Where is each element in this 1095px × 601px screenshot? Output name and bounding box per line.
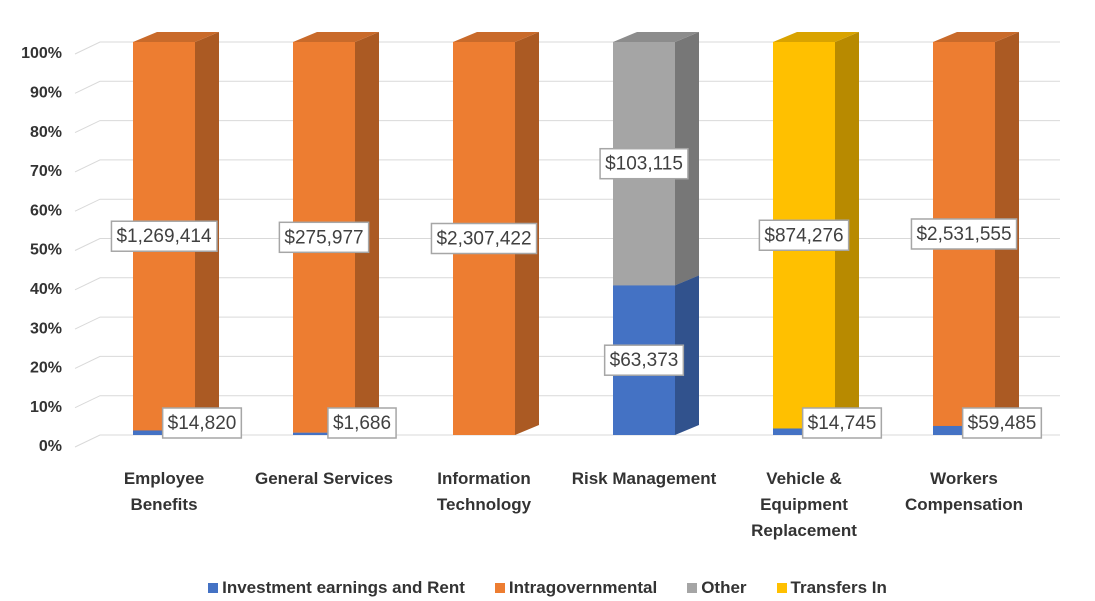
- data-label: $2,531,555: [910, 218, 1018, 250]
- y-tick-label: 20%: [30, 360, 62, 377]
- legend-item: Intragovernmental: [494, 578, 658, 598]
- legend-swatch: [494, 583, 505, 593]
- data-label-box: [758, 219, 850, 251]
- legend-item: Other: [687, 578, 747, 598]
- data-label-text: $2,531,555: [916, 224, 1011, 245]
- x-tick-label: Information Technology: [436, 469, 532, 514]
- data-label-box: [910, 218, 1018, 250]
- bar-top: [933, 32, 1019, 42]
- data-label: $275,977: [278, 221, 370, 254]
- data-label: $63,373: [603, 344, 685, 376]
- legend-swatch: [208, 583, 219, 593]
- y-tick-label: 10%: [30, 399, 62, 416]
- legend-label: Investment earnings and Rent: [222, 578, 465, 597]
- data-label: $103,115: [599, 147, 689, 180]
- x-tick-label: Risk Management: [571, 469, 717, 488]
- grid-line: [74, 238, 1060, 251]
- data-label: $14,745: [801, 407, 883, 439]
- bar-top: [613, 32, 699, 42]
- bar-top: [773, 32, 859, 42]
- data-label-text: $2,307,422: [436, 229, 531, 250]
- data-label-text: $103,115: [605, 154, 683, 175]
- data-label: $874,276: [758, 219, 850, 251]
- data-label-text: $14,745: [808, 413, 877, 434]
- bar-top: [453, 32, 539, 42]
- data-label: $59,485: [961, 407, 1043, 439]
- data-label-text: $275,977: [284, 227, 363, 248]
- data-label-box: [327, 407, 397, 439]
- x-tick-label: Vehicle & Equipment Replacement: [751, 469, 857, 540]
- grid-line: [74, 316, 1060, 330]
- data-label-box: [801, 407, 883, 439]
- data-label-box: [599, 147, 689, 180]
- data-label-box: [961, 407, 1043, 439]
- grid-line: [74, 159, 1060, 173]
- legend-item: Investment earnings and Rent: [208, 578, 465, 598]
- y-tick-label: 50%: [30, 242, 62, 259]
- data-label-text: $14,820: [168, 413, 237, 434]
- data-label-box: [161, 407, 243, 439]
- y-tick-label: 30%: [30, 320, 62, 337]
- legend-label: Intragovernmental: [508, 578, 658, 597]
- legend: Investment earnings and Rent Intragovernm…: [0, 578, 1095, 598]
- data-label: $1,269,414: [110, 220, 218, 252]
- grid-line: [74, 80, 1060, 94]
- data-label: $1,686: [327, 407, 397, 439]
- data-label-text: $1,269,414: [116, 226, 212, 247]
- y-tick-label: 40%: [30, 281, 62, 298]
- legend-label: Transfers In: [790, 578, 887, 597]
- data-label-box: [603, 344, 685, 376]
- grid-line: [74, 198, 1060, 212]
- data-label-box: [110, 220, 218, 252]
- y-tick-label: 70%: [30, 163, 62, 180]
- y-tick-label: 0%: [39, 438, 62, 455]
- grid-line: [74, 120, 1060, 134]
- data-label-box: [278, 221, 370, 254]
- data-label-text: $1,686: [333, 413, 391, 434]
- y-tick-label: 80%: [30, 124, 62, 141]
- grid-line: [74, 355, 1060, 369]
- data-label-text: $59,485: [968, 413, 1037, 434]
- bar-side: [675, 275, 699, 435]
- grid-line: [74, 277, 1060, 291]
- legend-label: Other: [701, 578, 747, 597]
- grid-line: [74, 434, 1060, 448]
- x-tick-label: Employee Benefits: [123, 469, 205, 514]
- bar-top: [133, 32, 219, 42]
- legend-swatch: [776, 583, 787, 593]
- data-label: $2,307,422: [430, 222, 538, 255]
- x-tick-label: Workers Compensation: [904, 469, 1024, 514]
- bar: [293, 432, 355, 435]
- y-tick-label: 100%: [21, 45, 62, 62]
- grid-line: [74, 41, 1060, 55]
- data-label-text: $63,373: [610, 350, 679, 371]
- legend-swatch: [687, 583, 698, 593]
- bar-top: [293, 32, 379, 42]
- data-label-text: $874,276: [764, 225, 843, 246]
- data-label-box: [430, 222, 538, 255]
- y-tick-label: 60%: [30, 202, 62, 219]
- grid-line: [74, 395, 1060, 409]
- x-tick-label: General Services: [255, 469, 393, 488]
- data-label: $14,820: [161, 407, 243, 439]
- legend-item: Transfers In: [776, 578, 887, 598]
- y-tick-label: 90%: [30, 85, 62, 102]
